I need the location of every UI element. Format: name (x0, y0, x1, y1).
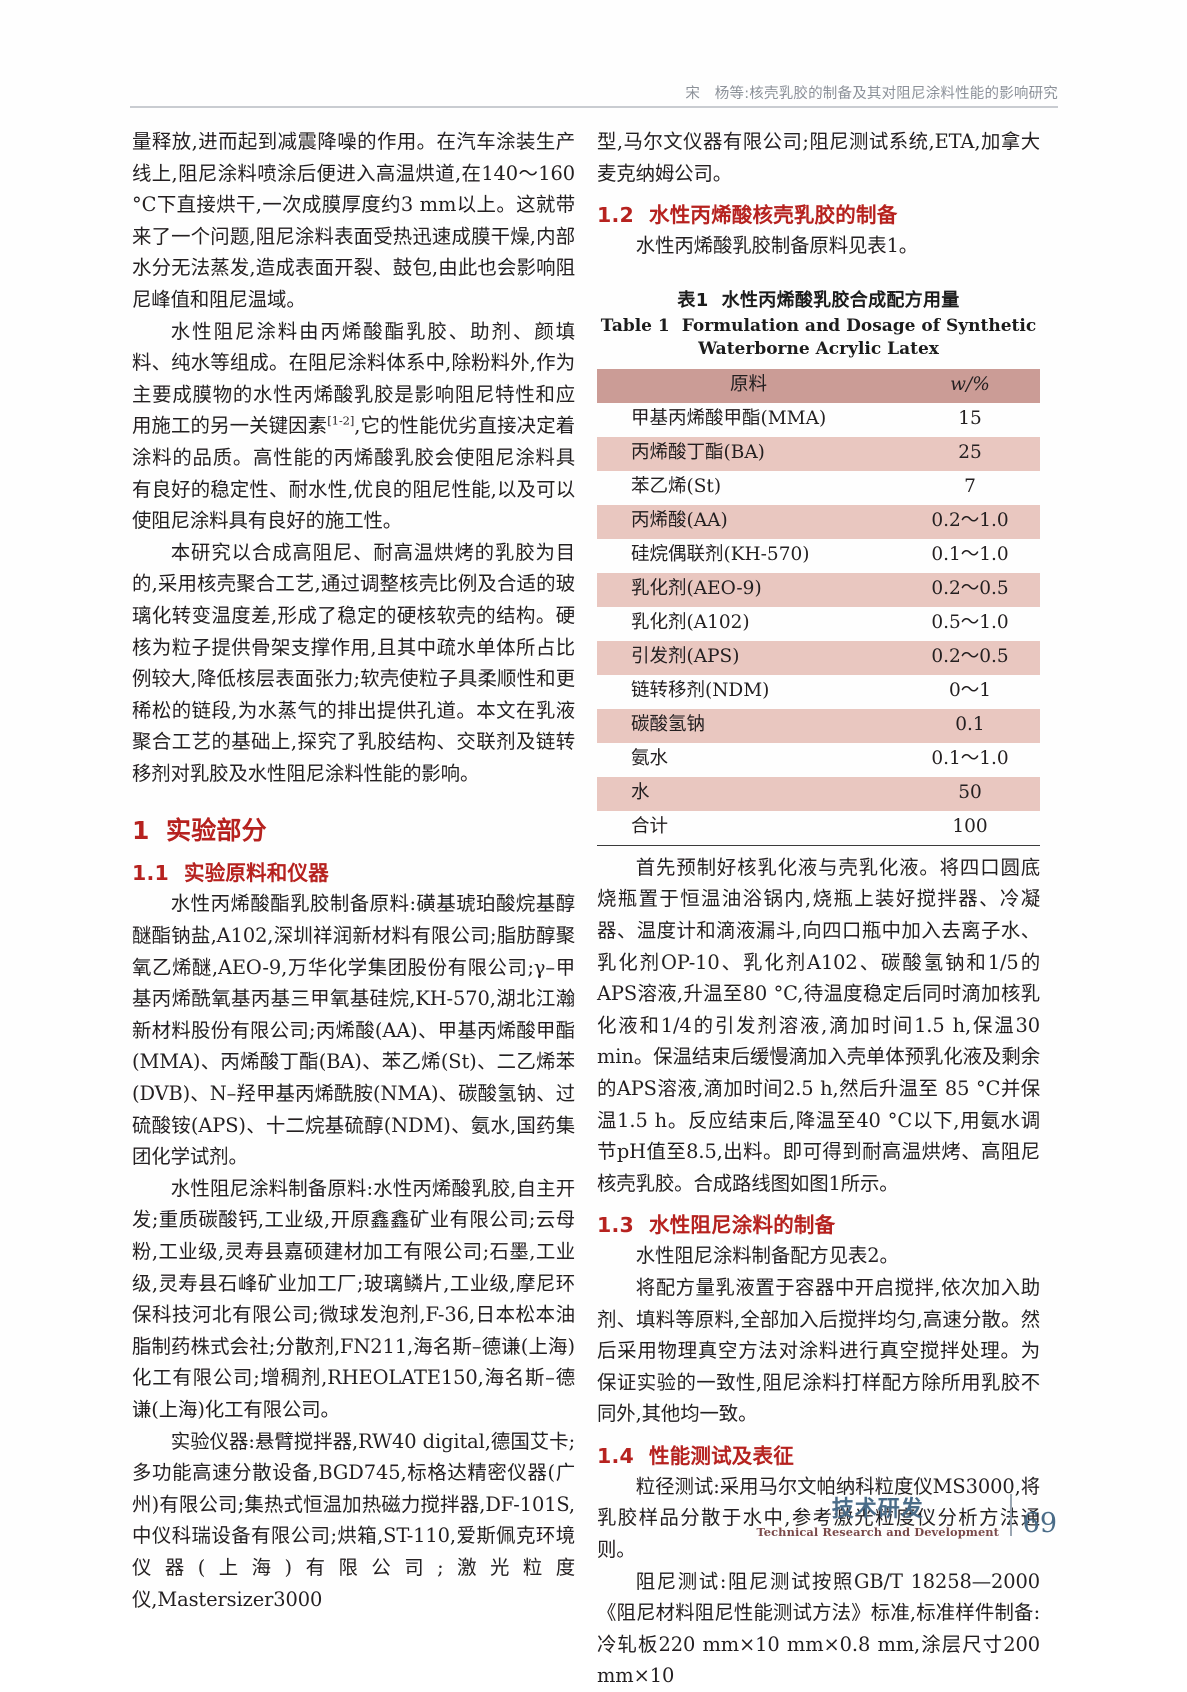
cell-material-name: 硅烷偶联剂(KH-570) (631, 544, 810, 566)
footer-divider (1010, 1494, 1012, 1536)
table-row: 氨水 0.1～1.0 (597, 743, 1040, 777)
table-row: 水 50 (597, 776, 1040, 811)
cell-mass-fraction: 7 (964, 476, 976, 498)
section-1-4-title: 性能测试及表征 (649, 1443, 794, 1468)
cell-material-name: 丙烯酸(AA) (597, 504, 900, 539)
table-row: 链转移剂(NDM) 0～1 (597, 675, 1040, 709)
cell-material-name: 乳化剂(AEO-9) (597, 572, 900, 607)
column-header-mass-fraction: w/% (900, 368, 1040, 403)
section-1-2-number: 1.2 (597, 203, 634, 228)
table-header-row: 原料 w/% (597, 368, 1040, 403)
paragraph-continued: 量释放,进而起到减震降噪的作用。在汽车涂装生产线上,阻尼涂料喷涂后便进入高温烘道… (132, 130, 575, 311)
cell-material-name: 链转移剂(NDM) (631, 680, 770, 702)
paragraph-composition-part1: 水性阻尼涂料由丙烯酸酯乳胶、助剂、颜填料、纯水等组成。在阻尼涂料体系中,除粉料外… (132, 319, 575, 438)
section-heading-1-2: 1.2 水性丙烯酸核壳乳胶的制备 (597, 198, 1040, 228)
section-1-number: 1 (132, 816, 150, 846)
paragraph-coating-materials: 水性阻尼涂料制备原料:水性丙烯酸乳胶,自主开发;重质碳酸钙,工业级,开原鑫鑫矿业… (132, 1176, 575, 1421)
section-1-2-title: 水性丙烯酸核壳乳胶的制备 (649, 203, 898, 228)
paragraph-composition: 水性阻尼涂料由丙烯酸酯乳胶、助剂、颜填料、纯水等组成。在阻尼涂料体系中,除粉料外… (132, 316, 575, 537)
table-row: 硅烷偶联剂(KH-570) 0.1～1.0 (597, 539, 1040, 573)
cell-mass-fraction: 15 (958, 408, 982, 430)
cell-mass-fraction: 0～1 (948, 680, 992, 702)
cell-material-name: 合计 (597, 810, 900, 846)
paragraph-composition-part2: ,它的性能优劣直接决定着涂料的品质。高性能的丙烯酸乳胶会使阻尼涂料具有良好的稳定… (132, 414, 576, 533)
paragraph-particle-size-test: 粒径测试:采用马尔文帕纳科粒度仪MS3000,将乳胶样品分散于水中,参考激光粒度… (597, 1474, 1040, 1562)
section-1-4-number: 1.4 (597, 1443, 634, 1468)
cell-material-name: 氨水 (631, 748, 669, 770)
table-row: 碳酸氢钠 0.1 (597, 708, 1040, 743)
table-1-label-en: Table 1 (600, 315, 670, 336)
column-header-material: 原料 (597, 368, 900, 403)
cell-material-name: 丙烯酸丁酯(BA) (597, 436, 900, 471)
section-1-1-title: 实验原料和仪器 (184, 861, 329, 886)
section-heading-1: 1 实验部分 (132, 811, 575, 847)
cell-material-name: 水 (597, 776, 900, 811)
running-head: 宋 杨等:核壳乳胶的制备及其对阻尼涂料性能的影响研究 (685, 86, 1058, 102)
footer-section-en: Technical Research and Development (756, 1524, 1000, 1539)
footer-section-cn: 技术研发 (831, 1496, 924, 1522)
citation-marker: [1-2] (327, 413, 355, 428)
cell-mass-fraction: 50 (900, 776, 1040, 811)
cell-mass-fraction: 25 (900, 436, 1040, 471)
cell-mass-fraction: 0.2～0.5 (900, 572, 1040, 607)
page-number: 69 (1022, 1508, 1057, 1539)
table-1-caption-cn: 表1 水性丙烯酸乳胶合成配方用量 (597, 286, 1040, 312)
cell-material-name: 甲基丙烯酸甲酯(MMA) (631, 408, 827, 430)
table-1-block: 表1 水性丙烯酸乳胶合成配方用量 Table 1 Formulation and … (597, 286, 1040, 846)
cell-mass-fraction: 0.2～0.5 (900, 640, 1040, 675)
cell-material-name: 碳酸氢钠 (597, 708, 900, 743)
running-head-rule (130, 106, 1058, 108)
cell-mass-fraction: 0.1 (900, 708, 1040, 743)
document-page: 宋 杨等:核壳乳胶的制备及其对阻尼涂料性能的影响研究 量释放,进而起到减震降噪的… (130, 86, 1058, 1688)
paragraph-research-aim: 本研究以合成高阻尼、耐高温烘烤的乳胶为目的,采用核壳聚合工艺,通过调整核壳比例及… (132, 540, 575, 785)
formulation-table-body: 甲基丙烯酸甲酯(MMA) 15 丙烯酸丁酯(BA) 25 苯乙烯(St) 7 丙烯酸(AA)… (597, 403, 1040, 846)
paragraph-latex-materials: 水性丙烯酸酯乳胶制备原料:磺基琥珀酸烷基醇醚酯钠盐,A102,深圳祥润新材料有限… (132, 892, 575, 1169)
table-1-title-cn: 水性丙烯酸乳胶合成配方用量 (721, 289, 960, 311)
section-heading-1-3: 1.3 水性阻尼涂料的制备 (597, 1208, 1040, 1238)
section-1-title: 实验部分 (166, 816, 267, 846)
paragraph-table1-intro: 水性丙烯酸乳胶制备原料见表1。 (635, 234, 919, 258)
cell-mass-fraction: 0.2～1.0 (900, 504, 1040, 539)
table-row: 合计 100 (597, 810, 1040, 846)
paragraph-coating-prep: 将配方量乳液置于容器中开启搅拌,依次加入助剂、填料等原料,全部加入后搅拌均匀,高… (597, 1275, 1040, 1426)
table-row: 甲基丙烯酸甲酯(MMA) 15 (597, 403, 1040, 437)
left-column: 量释放,进而起到减震降噪的作用。在汽车涂装生产线上,阻尼涂料喷涂后便进入高温烘道… (132, 126, 575, 1615)
formulation-table: 原料 w/% 甲基丙烯酸甲酯(MMA) 15 丙烯酸丁酯(BA) 25 苯乙烯(St) 7… (597, 368, 1040, 846)
table-row: 引发剂(APS) 0.2～0.5 (597, 640, 1040, 675)
cell-mass-fraction: 0.1～1.0 (931, 748, 1009, 770)
paragraph-damping-test: 阻尼测试:阻尼测试按照GB/T 18258—2000《阻尼材料阻尼性能测试方法》… (597, 1569, 1040, 1688)
cell-material-name: 乳化剂(A102) (631, 612, 750, 634)
table-row: 乳化剂(AEO-9) 0.2～0.5 (597, 572, 1040, 607)
table-row: 丙烯酸(AA) 0.2～1.0 (597, 504, 1040, 539)
section-1-3-title: 水性阻尼涂料的制备 (649, 1213, 836, 1238)
table-1-title-en: Formulation and Dosage of Synthetic Wate… (681, 315, 1037, 359)
cell-material-name: 引发剂(APS) (597, 640, 900, 675)
table-row: 苯乙烯(St) 7 (597, 471, 1040, 505)
table-1-label-cn: 表1 (677, 289, 709, 311)
paragraph-instruments: 实验仪器:悬臂搅拌器,RW40 digital,德国艾卡;多功能高速分散设备,B… (132, 1429, 575, 1611)
cell-mass-fraction: 0.1～1.0 (931, 544, 1009, 566)
table-row: 丙烯酸丁酯(BA) 25 (597, 436, 1040, 471)
right-column: 型,马尔文仪器有限公司;阻尼测试系统,ETA,加拿大麦克纳姆公司。 1.2 水性丙… (597, 126, 1040, 1692)
paragraph-synthesis-process: 首先预制好核乳化液与壳乳化液。将四口圆底烧瓶置于恒温油浴锅内,烧瓶上装好搅拌器、… (597, 855, 1040, 1195)
cell-mass-fraction: 100 (900, 810, 1040, 846)
footer-section-name: 技术研发 Technical Research and Development (756, 1496, 1000, 1539)
cell-mass-fraction: 0.5～1.0 (931, 612, 1009, 634)
section-heading-1-4: 1.4 性能测试及表征 (597, 1439, 1040, 1469)
cell-material-name: 苯乙烯(St) (631, 476, 722, 498)
table-row: 乳化剂(A102) 0.5～1.0 (597, 607, 1040, 641)
page-footer: 技术研发 Technical Research and Development … (757, 1494, 1057, 1538)
paragraph-instruments-continued: 型,马尔文仪器有限公司;阻尼测试系统,ETA,加拿大麦克纳姆公司。 (597, 130, 1040, 185)
section-1-1-number: 1.1 (132, 861, 169, 886)
formulation-table-head: 原料 w/% (597, 368, 1040, 403)
table-1-caption-en: Table 1 Formulation and Dosage of Synthet… (597, 315, 1040, 361)
paragraph-table2-intro: 水性阻尼涂料制备配方见表2。 (635, 1244, 899, 1268)
section-heading-1-1: 1.1 实验原料和仪器 (132, 856, 575, 886)
section-1-3-number: 1.3 (597, 1213, 634, 1238)
